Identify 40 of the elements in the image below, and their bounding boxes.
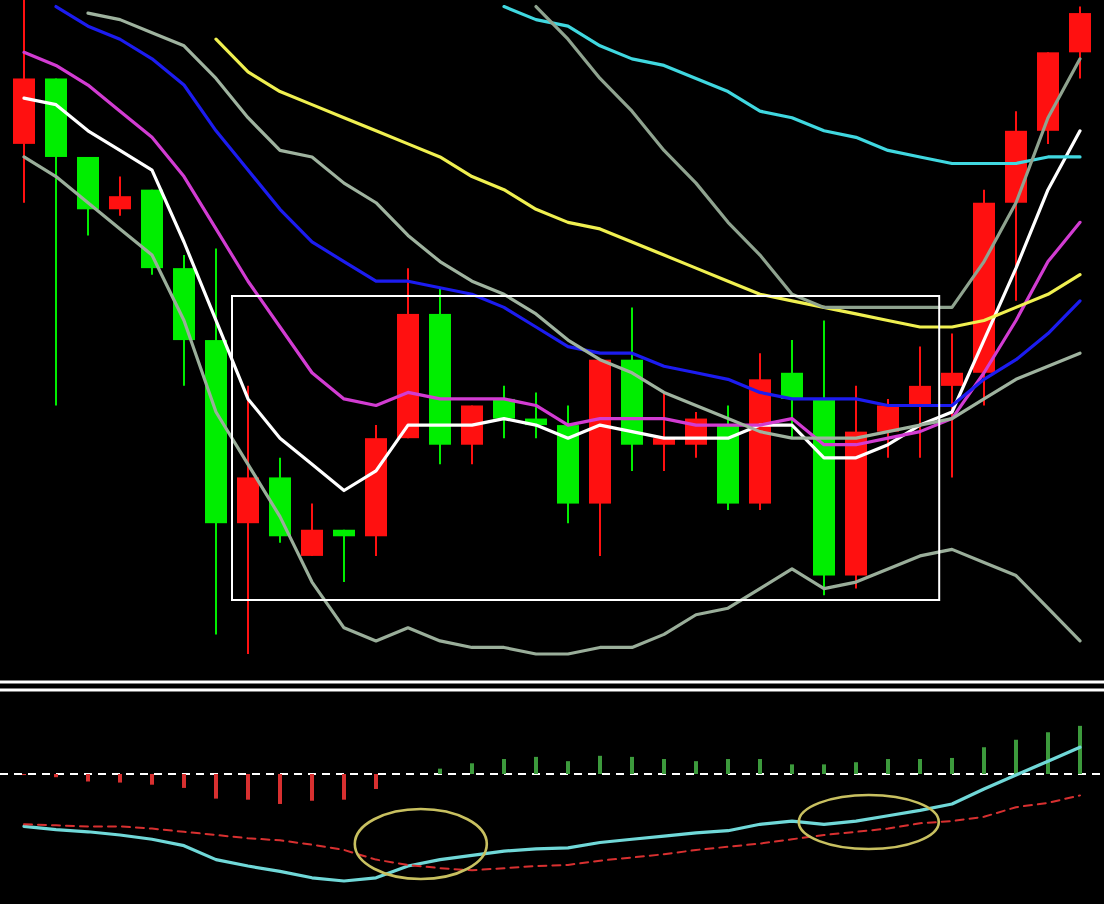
bar	[918, 759, 922, 774]
bar	[598, 755, 602, 774]
bar	[246, 774, 250, 800]
bar	[342, 774, 346, 800]
bar	[118, 774, 122, 783]
bar	[502, 759, 506, 774]
candlestick	[1069, 5, 1091, 80]
bar	[534, 756, 538, 774]
bar	[982, 747, 986, 774]
candlestick	[237, 384, 259, 655]
bar	[1014, 739, 1018, 774]
bar	[438, 768, 442, 774]
bar	[822, 764, 826, 774]
bar	[950, 757, 954, 774]
bar	[758, 759, 762, 774]
bar	[150, 774, 154, 785]
candlestick	[909, 345, 931, 459]
candlestick	[301, 502, 323, 557]
bar	[310, 774, 314, 801]
candlestick	[461, 404, 483, 466]
bar	[374, 774, 378, 789]
candlestick	[333, 528, 355, 584]
candlestick	[941, 332, 963, 479]
bar	[886, 759, 890, 774]
bar	[470, 763, 474, 774]
bar	[726, 759, 730, 774]
bar	[278, 774, 282, 804]
bar	[1078, 725, 1082, 774]
bar	[86, 774, 90, 782]
bar	[1046, 732, 1050, 774]
bar	[790, 764, 794, 774]
candlestick	[781, 339, 803, 440]
bar	[854, 762, 858, 774]
bar	[214, 774, 218, 799]
bar	[182, 774, 186, 788]
candlestick	[109, 175, 131, 217]
bar	[630, 756, 634, 774]
bar	[566, 761, 570, 774]
bar	[694, 761, 698, 774]
bar	[662, 759, 666, 774]
